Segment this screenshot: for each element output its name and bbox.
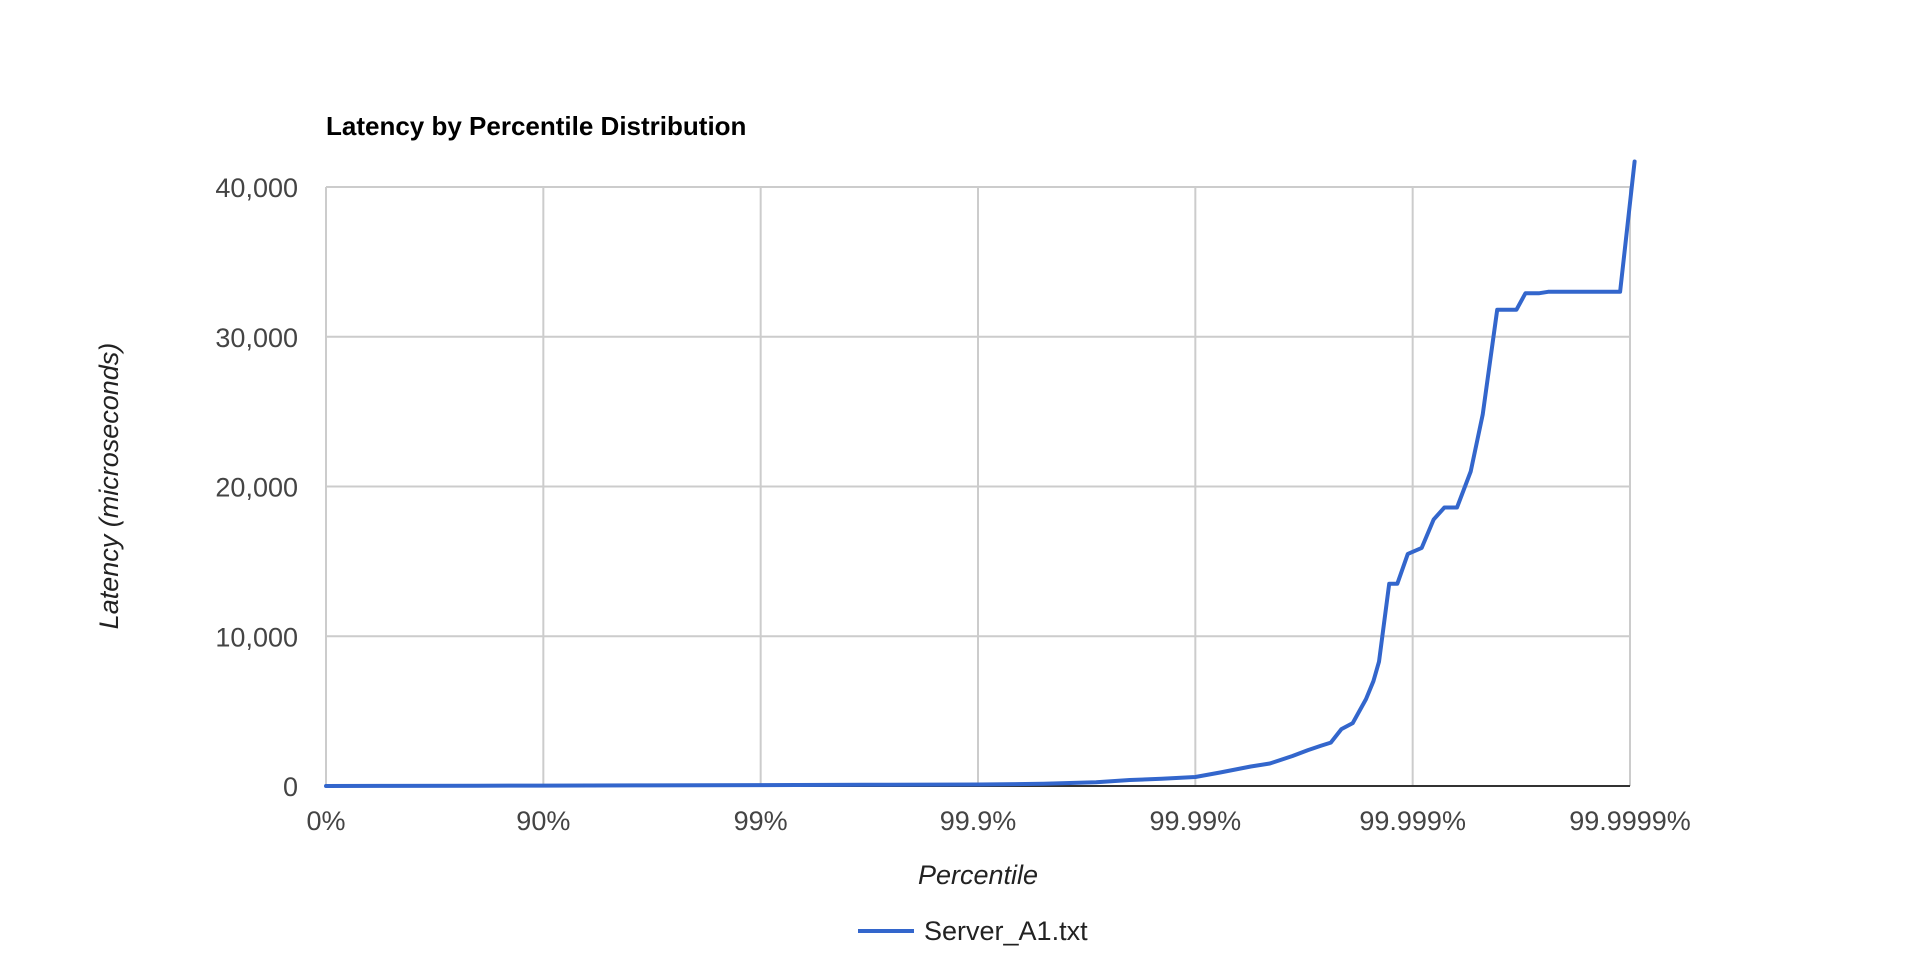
y-tick-label: 40,000 — [215, 173, 298, 203]
y-tick-label: 10,000 — [215, 622, 298, 652]
x-tick-label: 99.999% — [1359, 806, 1466, 836]
x-tick-label: 99.9999% — [1569, 806, 1691, 836]
x-tick-label: 90% — [516, 806, 570, 836]
x-tick-label: 99% — [734, 806, 788, 836]
legend: Server_A1.txt — [858, 916, 1088, 946]
x-axis-ticks: 0% 90% 99% 99.9% 99.99% 99.999% 99.9999% — [306, 806, 1690, 836]
x-tick-label: 0% — [306, 806, 345, 836]
x-tick-label: 99.9% — [940, 806, 1017, 836]
legend-label: Server_A1.txt — [924, 916, 1088, 946]
y-axis-label: Latency (microseconds) — [94, 343, 124, 630]
x-axis-label: Percentile — [918, 860, 1038, 890]
y-tick-label: 30,000 — [215, 323, 298, 353]
chart-title: Latency by Percentile Distribution — [326, 111, 746, 141]
series-line — [324, 159, 1637, 788]
x-tick-label: 99.99% — [1150, 806, 1242, 836]
y-tick-label: 0 — [283, 772, 298, 802]
y-axis-ticks: 0 10,000 20,000 30,000 40,000 — [215, 173, 298, 802]
y-tick-label: 20,000 — [215, 473, 298, 503]
series-layer — [324, 159, 1637, 788]
gridlines — [325, 186, 1631, 787]
